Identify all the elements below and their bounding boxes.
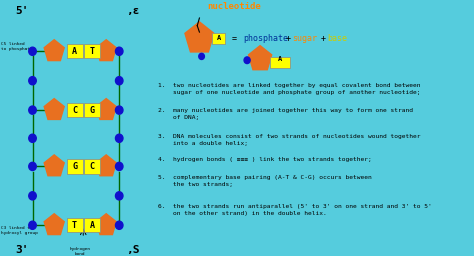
Text: ,ε: ,ε <box>126 6 139 16</box>
Ellipse shape <box>116 77 123 85</box>
Text: 4.  hydrogen bonds ( ≡≡≡ ) link the two strands together;: 4. hydrogen bonds ( ≡≡≡ ) link the two s… <box>158 157 372 163</box>
Ellipse shape <box>116 221 123 229</box>
Text: A: A <box>277 56 282 62</box>
Ellipse shape <box>29 192 36 200</box>
Text: G: G <box>90 106 94 115</box>
Ellipse shape <box>29 106 36 114</box>
Text: 5': 5' <box>15 6 28 16</box>
Ellipse shape <box>244 57 250 63</box>
Polygon shape <box>44 99 64 120</box>
Text: nucleotide: nucleotide <box>207 2 261 11</box>
Text: G: G <box>72 162 77 171</box>
FancyBboxPatch shape <box>84 103 100 117</box>
Text: 6.  the two strands run antiparallel (5' to 3' on one strand and 3' to 5'
    on: 6. the two strands run antiparallel (5' … <box>158 204 432 216</box>
Ellipse shape <box>29 134 36 142</box>
FancyBboxPatch shape <box>84 218 100 232</box>
Text: T: T <box>72 221 77 230</box>
Text: 3.  DNA molecules consist of two strands of nucleotides wound together
    into : 3. DNA molecules consist of two strands … <box>158 134 421 146</box>
Text: +: + <box>286 34 291 43</box>
Ellipse shape <box>116 106 123 114</box>
Text: 2.  many nucleotides are joined together this way to form one strand
    of DNA;: 2. many nucleotides are joined together … <box>158 108 413 120</box>
FancyBboxPatch shape <box>84 159 100 174</box>
Text: 5.  complementary base pairing (A-T & C-G) occurs between
    the two strands;: 5. complementary base pairing (A-T & C-G… <box>158 175 372 187</box>
Polygon shape <box>44 214 64 234</box>
Ellipse shape <box>29 221 36 229</box>
Text: +: + <box>321 34 326 43</box>
Polygon shape <box>96 40 116 61</box>
FancyBboxPatch shape <box>84 44 100 58</box>
Text: sugar: sugar <box>292 34 318 43</box>
Ellipse shape <box>116 192 123 200</box>
Text: A: A <box>217 36 221 41</box>
Text: C: C <box>72 106 77 115</box>
Text: 3': 3' <box>15 246 28 255</box>
Ellipse shape <box>199 53 204 59</box>
Ellipse shape <box>116 134 123 142</box>
Text: T: T <box>90 47 94 56</box>
Text: hydrogen
bond: hydrogen bond <box>70 247 91 256</box>
Polygon shape <box>96 99 116 120</box>
FancyBboxPatch shape <box>212 33 226 44</box>
Text: phosphate: phosphate <box>243 34 288 43</box>
Text: C5 linked
to phosphate: C5 linked to phosphate <box>1 42 32 51</box>
Ellipse shape <box>29 162 36 170</box>
Text: 1.  two nucleotides are linked together by equal covalent bond between
    sugar: 1. two nucleotides are linked together b… <box>158 83 421 95</box>
FancyBboxPatch shape <box>66 159 82 174</box>
FancyBboxPatch shape <box>66 218 82 232</box>
Ellipse shape <box>116 162 123 170</box>
Text: base: base <box>328 34 347 43</box>
FancyBboxPatch shape <box>270 57 290 68</box>
FancyBboxPatch shape <box>66 44 82 58</box>
Text: C3 linked to
hydroxyl group: C3 linked to hydroxyl group <box>1 226 37 235</box>
Text: A: A <box>90 221 94 230</box>
Polygon shape <box>248 46 272 70</box>
Polygon shape <box>185 22 214 52</box>
Ellipse shape <box>116 47 123 55</box>
FancyBboxPatch shape <box>66 103 82 117</box>
Polygon shape <box>96 155 116 176</box>
Ellipse shape <box>29 47 36 55</box>
Ellipse shape <box>29 77 36 85</box>
Text: ,S: ,S <box>126 246 139 255</box>
Polygon shape <box>44 40 64 61</box>
Polygon shape <box>44 155 64 176</box>
Text: =: = <box>232 34 237 43</box>
Text: C: C <box>90 162 94 171</box>
Text: A: A <box>72 47 77 56</box>
Polygon shape <box>96 214 116 234</box>
